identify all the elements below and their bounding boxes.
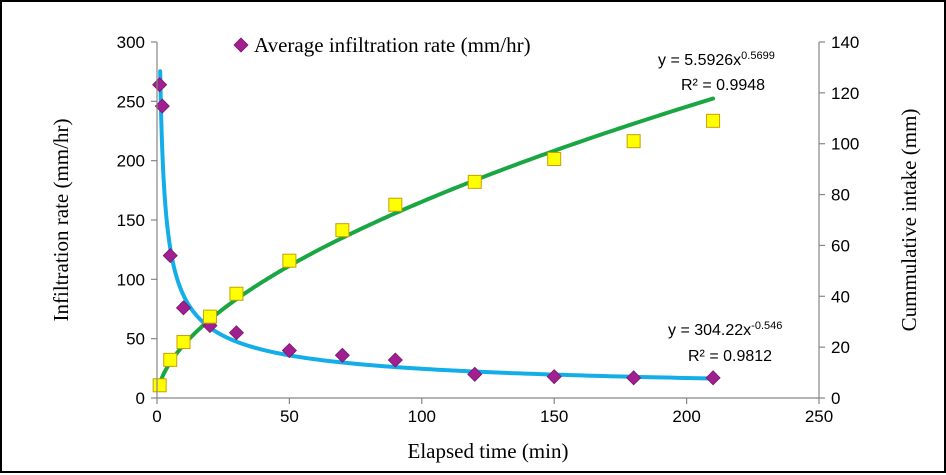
y-right-tick-label: 20: [831, 338, 850, 357]
diamond-point: [334, 347, 350, 363]
y-right-tick-label: 100: [831, 135, 859, 154]
diamond-point: [387, 352, 403, 368]
equation-decreasing-formula: y = 304.22x-0.546: [668, 320, 782, 339]
equation-increasing-formula: y = 5.5926x0.5699: [658, 50, 775, 69]
equation-increasing-r2: R² = 0.9948: [681, 77, 765, 94]
diamond-point: [175, 300, 192, 316]
y-left-tick-label: 100: [117, 270, 145, 289]
square-point: [152, 378, 167, 393]
diamond-point: [705, 370, 721, 386]
diamond-point: [162, 248, 178, 264]
equation-increasing: y = 5.5926x0.5699 R² = 0.9948: [658, 50, 775, 94]
y-left-tick-label: 0: [136, 389, 145, 408]
square-point: [202, 309, 217, 324]
x-tick-label: 250: [805, 407, 833, 426]
x-tick-label: 100: [408, 407, 436, 426]
square-point: [706, 113, 721, 128]
diamond-point: [467, 366, 483, 382]
square-point: [163, 352, 178, 367]
y-left-tick-label: 150: [117, 211, 145, 230]
square-point: [176, 335, 191, 350]
y-left-tick-label: 250: [117, 92, 145, 111]
diamond-point: [154, 98, 170, 114]
equation-decreasing: y = 304.22x-0.546 R² = 0.9812: [668, 320, 782, 365]
y-left-tick-label: 300: [117, 33, 145, 52]
y-right-tick-label: 60: [831, 236, 850, 255]
y-left-tick-label: 200: [117, 152, 145, 171]
equation-decreasing-prefix: y = 304.22x: [668, 322, 751, 339]
y-right-tick-label: 0: [831, 389, 840, 408]
square-point: [467, 174, 482, 189]
trendlines: [157, 69, 716, 386]
y-axis-right-title: Cummulative intake (mm): [897, 109, 921, 332]
x-tick-label: 150: [540, 407, 568, 426]
x-axis-title: Elapsed time (min): [408, 439, 569, 463]
x-tick-label: 50: [280, 407, 299, 426]
equation-decreasing-r2: R² = 0.9812: [688, 348, 772, 365]
trendline-decreasing: [158, 69, 716, 381]
y-right-tick-label: 120: [831, 84, 859, 103]
legend-label: Average infiltration rate (mm/hr): [254, 33, 531, 57]
square-point: [547, 151, 562, 166]
data-markers: [152, 77, 721, 393]
y-left-tick-label: 50: [126, 330, 145, 349]
x-tick-label: 0: [152, 407, 161, 426]
square-point: [282, 253, 297, 268]
diamond-point: [546, 369, 562, 385]
y-axis-left-title: Infiltration rate (mm/hr): [49, 119, 73, 322]
x-tick-label: 200: [672, 407, 700, 426]
equation-decreasing-exponent: -0.546: [751, 320, 782, 332]
square-point: [335, 223, 350, 238]
legend: Average infiltration rate (mm/hr): [233, 33, 531, 57]
diamond-point: [626, 370, 642, 386]
equation-increasing-prefix: y = 5.5926x: [658, 52, 741, 69]
square-point: [388, 197, 403, 212]
diamond-point: [152, 77, 168, 93]
square-point: [229, 286, 244, 301]
y-right-tick-label: 140: [831, 33, 859, 52]
diamond-point: [228, 325, 245, 341]
diamond-point: [281, 342, 297, 359]
y-right-tick-label: 40: [831, 287, 850, 306]
axis-ticks: 0 50 100 150 200 2500501001502002503000204060…: [117, 33, 860, 426]
y-right-tick-label: 80: [831, 186, 850, 205]
trendline-increasing: [157, 96, 716, 386]
equation-increasing-exponent: 0.5699: [741, 50, 775, 62]
square-point: [626, 134, 641, 149]
legend-diamond-marker: [233, 37, 249, 53]
